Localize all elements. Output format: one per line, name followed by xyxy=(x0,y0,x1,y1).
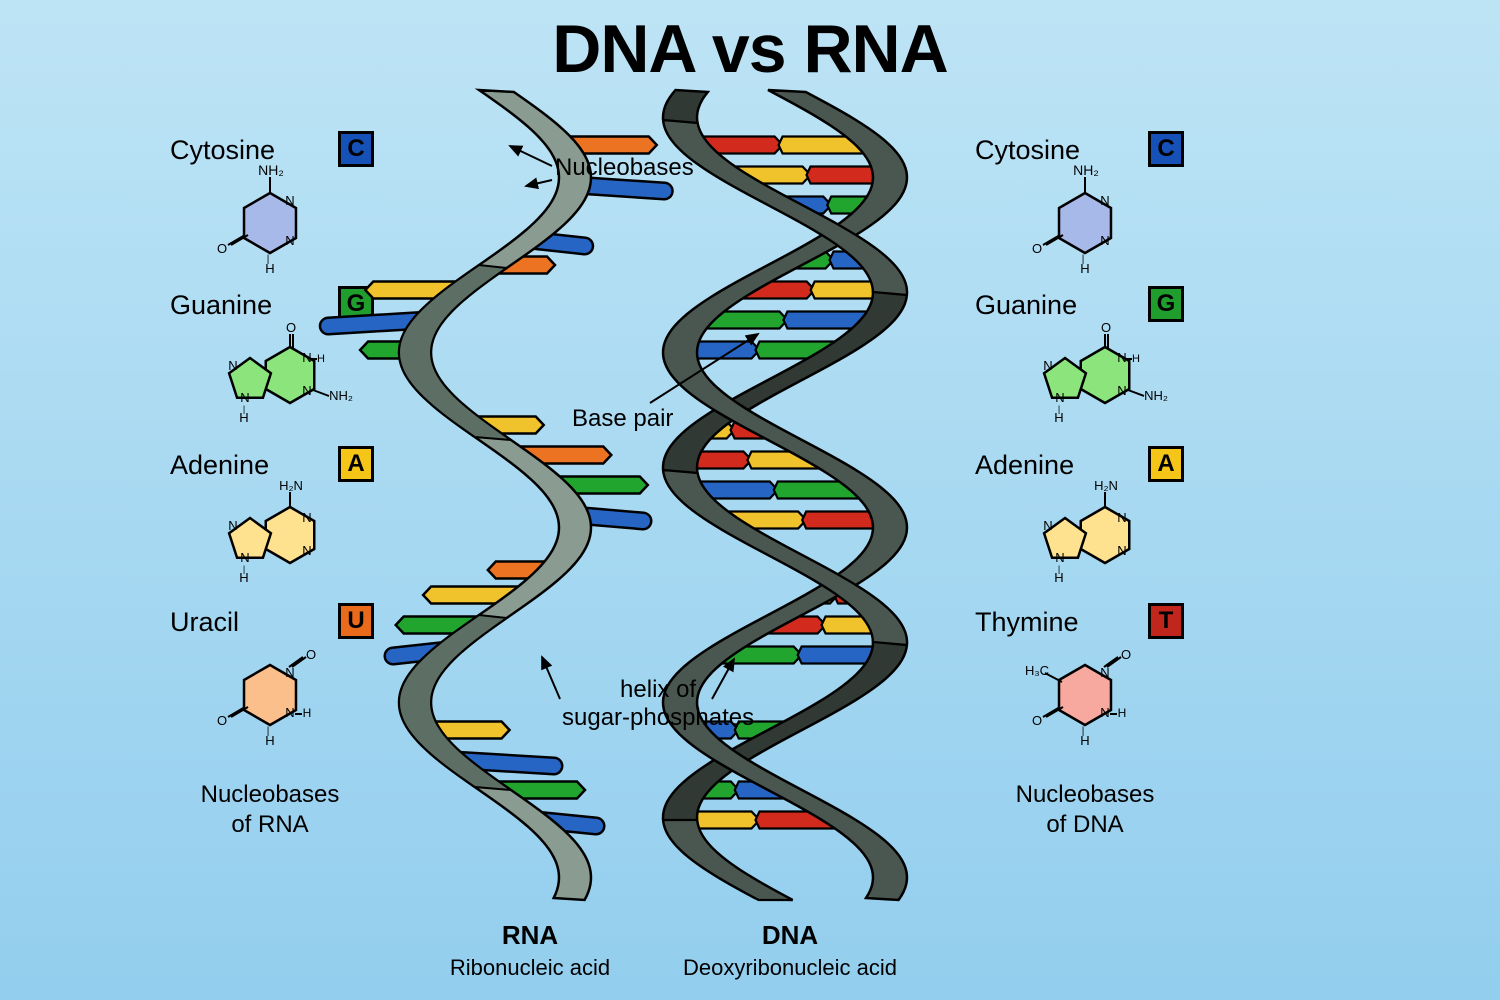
svg-text:H₂N: H₂N xyxy=(279,478,303,493)
svg-text:|: | xyxy=(1058,564,1060,574)
dna-helix-icon xyxy=(655,90,915,900)
svg-text:|: | xyxy=(1058,404,1060,414)
dna-base-label-A: Adenine xyxy=(975,450,1074,481)
annotation-0: Nucleobases xyxy=(555,154,694,182)
page-title: DNA vs RNA xyxy=(0,10,1500,88)
svg-text:NH₂: NH₂ xyxy=(329,388,353,403)
svg-text:NH₂: NH₂ xyxy=(1073,162,1099,178)
rna-base-label-G: Guanine xyxy=(170,290,272,321)
molecule-cytosine-icon: NNH|ONH₂ xyxy=(195,165,355,285)
dna-base-chip-C: C xyxy=(1148,131,1184,167)
svg-text:N: N xyxy=(285,705,294,720)
svg-text:N: N xyxy=(240,550,249,565)
svg-text:N: N xyxy=(302,350,311,365)
dna-base-label-T: Thymine xyxy=(975,607,1079,638)
molecule-guanine-icon: NNH|NNONH₂H xyxy=(195,320,355,440)
svg-text:O: O xyxy=(286,320,296,335)
svg-text:|: | xyxy=(243,564,245,574)
svg-text:O: O xyxy=(217,713,227,728)
svg-text:O: O xyxy=(1121,647,1131,662)
molecule-cytosine-icon: NNH|ONH₂ xyxy=(1010,165,1170,285)
dna-base-chip-T: T xyxy=(1148,603,1184,639)
rna-base-chip-C: C xyxy=(338,131,374,167)
molecule-guanine-icon: NNH|NNONH₂H xyxy=(1010,320,1170,440)
dna-caption: DNADeoxyribonucleic acid xyxy=(660,920,920,981)
svg-text:H: H xyxy=(1132,353,1140,365)
svg-text:N: N xyxy=(1100,193,1109,208)
svg-text:N: N xyxy=(1117,543,1126,558)
svg-text:O: O xyxy=(306,647,316,662)
dna-column-caption: Nucleobasesof DNA xyxy=(985,780,1185,840)
rna-base-label-U: Uracil xyxy=(170,607,239,638)
dna-base-label-C: Cytosine xyxy=(975,135,1080,166)
svg-text:N: N xyxy=(285,193,294,208)
svg-text:N: N xyxy=(1055,550,1064,565)
molecule-adenine-icon: NNH|NNH₂N xyxy=(195,480,355,600)
svg-text:N: N xyxy=(1100,233,1109,248)
svg-text:N: N xyxy=(1117,510,1126,525)
molecule-uracil-icon: NNH|OOH xyxy=(195,637,355,757)
svg-text:N: N xyxy=(240,390,249,405)
svg-text:N: N xyxy=(1043,358,1052,373)
svg-text:O: O xyxy=(217,241,227,256)
svg-text:O: O xyxy=(1101,320,1111,335)
svg-text:|: | xyxy=(1082,726,1085,737)
svg-text:N: N xyxy=(302,383,311,398)
annotation-2: helix of sugar-phosphates xyxy=(562,676,754,732)
rna-base-chip-U: U xyxy=(338,603,374,639)
svg-text:O: O xyxy=(1032,713,1042,728)
rna-caption: RNARibonucleic acid xyxy=(400,920,660,981)
svg-text:|: | xyxy=(1082,254,1085,265)
svg-text:|: | xyxy=(243,404,245,414)
svg-text:O: O xyxy=(1032,241,1042,256)
rna-base-chip-A: A xyxy=(338,446,374,482)
rna-column-caption: Nucleobasesof RNA xyxy=(170,780,370,840)
svg-text:N: N xyxy=(1043,518,1052,533)
dna-base-chip-G: G xyxy=(1148,286,1184,322)
svg-text:N: N xyxy=(302,543,311,558)
svg-text:|: | xyxy=(267,254,270,265)
dna-base-label-G: Guanine xyxy=(975,290,1077,321)
svg-text:NH₂: NH₂ xyxy=(258,162,284,178)
svg-text:|: | xyxy=(267,726,270,737)
molecule-thymine-icon: NNH|OOHH₃C xyxy=(1010,637,1170,757)
svg-text:H: H xyxy=(303,706,312,720)
rna-base-label-A: Adenine xyxy=(170,450,269,481)
svg-text:H₂N: H₂N xyxy=(1094,478,1118,493)
svg-text:NH₂: NH₂ xyxy=(1144,388,1168,403)
svg-text:N: N xyxy=(228,518,237,533)
svg-text:N: N xyxy=(1055,390,1064,405)
svg-text:N: N xyxy=(302,510,311,525)
svg-text:N: N xyxy=(285,233,294,248)
svg-text:H₃C: H₃C xyxy=(1025,663,1049,678)
molecule-adenine-icon: NNH|NNH₂N xyxy=(1010,480,1170,600)
rna-helix-icon xyxy=(395,90,595,900)
svg-text:N: N xyxy=(228,358,237,373)
dna-base-chip-A: A xyxy=(1148,446,1184,482)
annotation-1: Base pair xyxy=(572,405,673,433)
svg-text:H: H xyxy=(317,353,325,365)
svg-text:N: N xyxy=(1117,383,1126,398)
svg-text:H: H xyxy=(1118,706,1127,720)
svg-text:N: N xyxy=(1100,705,1109,720)
svg-text:N: N xyxy=(1117,350,1126,365)
